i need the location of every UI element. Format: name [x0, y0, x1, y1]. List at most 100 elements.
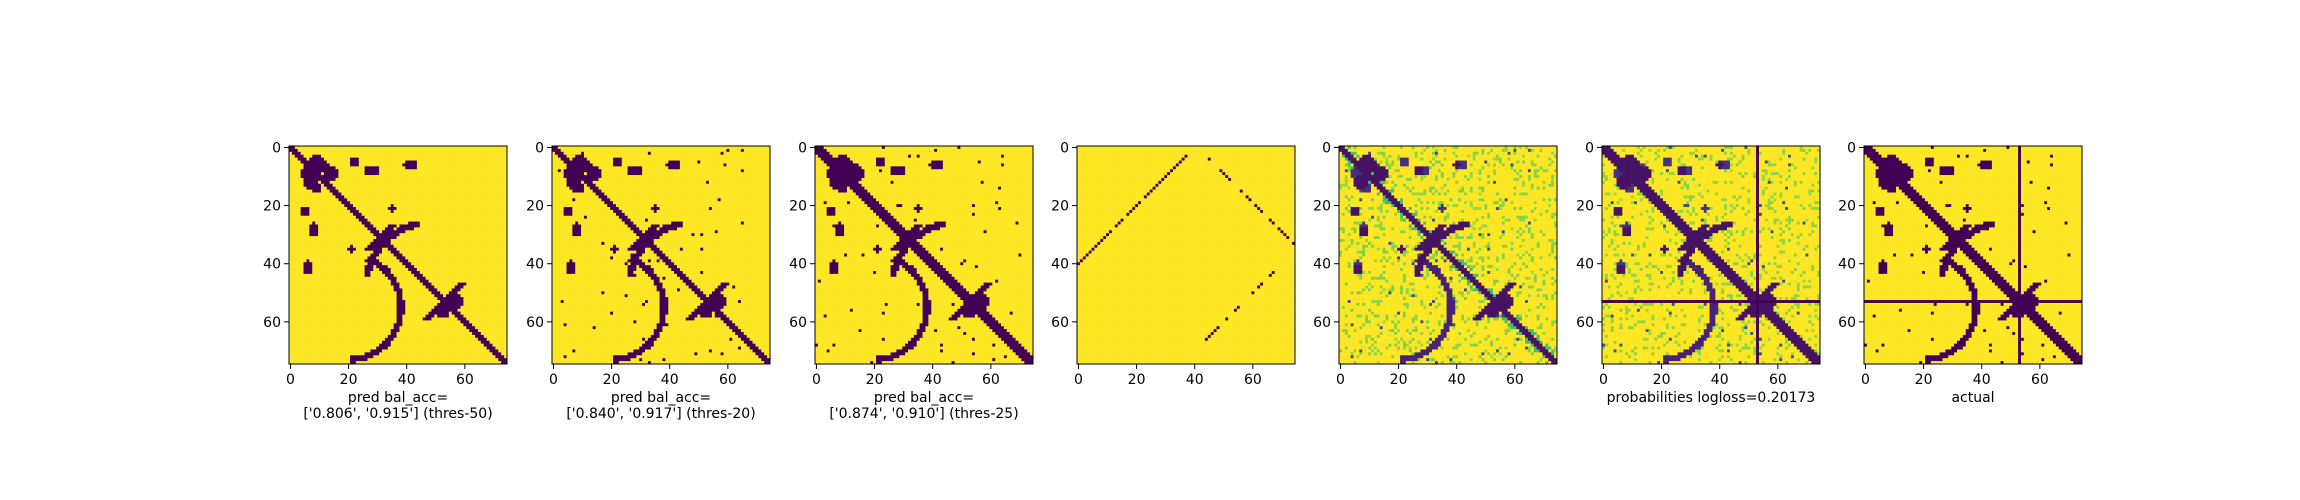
heatmap-cell — [350, 169, 353, 172]
heatmap-cell — [434, 190, 437, 193]
heatmap-cell — [376, 297, 379, 300]
heatmap-cell — [318, 216, 321, 219]
heatmap-cell — [359, 286, 362, 289]
heatmap-cell — [431, 265, 434, 268]
heatmap-cell — [501, 309, 504, 312]
heatmap-cell — [333, 251, 336, 254]
heatmap-cell — [350, 288, 353, 291]
heatmap-cell — [333, 193, 336, 196]
heatmap-cell — [344, 317, 347, 320]
heatmap-cell — [370, 152, 373, 155]
heatmap-cell — [394, 207, 397, 210]
heatmap-cell — [492, 213, 495, 216]
heatmap-cell — [295, 161, 298, 164]
heatmap-cell — [373, 248, 376, 251]
heatmap-cell — [463, 245, 466, 248]
heatmap-cell — [356, 187, 359, 190]
heatmap-cell — [446, 245, 449, 248]
heatmap-cell — [309, 274, 312, 277]
heatmap-cell — [417, 277, 420, 280]
heatmap-cell — [385, 245, 388, 248]
heatmap-cell — [344, 242, 347, 245]
heatmap-cell — [481, 222, 484, 225]
heatmap-cell — [402, 254, 405, 257]
heatmap-cell — [301, 213, 304, 216]
heatmap-cell — [443, 245, 446, 248]
heatmap-cell — [420, 230, 423, 233]
heatmap-cell — [411, 227, 414, 230]
heatmap-cell — [431, 315, 434, 318]
heatmap-cell — [373, 286, 376, 289]
heatmap-cell — [495, 163, 498, 166]
heatmap-cell — [437, 155, 440, 158]
heatmap-cell — [382, 190, 385, 193]
heatmap-cell — [455, 161, 458, 164]
heatmap-cell — [292, 317, 295, 320]
heatmap-cell — [431, 262, 434, 265]
heatmap-cell — [312, 268, 315, 271]
heatmap-cell — [344, 190, 347, 193]
heatmap-cell — [336, 193, 339, 196]
heatmap-cell — [411, 224, 414, 227]
heatmap-cell — [312, 181, 315, 184]
heatmap-cell — [431, 303, 434, 306]
heatmap-cell — [336, 195, 339, 198]
heatmap-cell — [475, 193, 478, 196]
heatmap-cell — [408, 239, 411, 242]
heatmap-cell — [318, 309, 321, 312]
heatmap-cell — [382, 271, 385, 274]
heatmap-cell — [434, 207, 437, 210]
heatmap-cell — [324, 256, 327, 259]
heatmap-cell — [466, 213, 469, 216]
heatmap-cell — [350, 187, 353, 190]
heatmap-cell — [341, 204, 344, 207]
heatmap-cell — [408, 283, 411, 286]
heatmap-cell — [449, 259, 452, 262]
heatmap-cell — [429, 184, 432, 187]
heatmap-cell — [414, 207, 417, 210]
heatmap-cell — [481, 187, 484, 190]
heatmap-cell — [330, 288, 333, 291]
heatmap-cell — [382, 259, 385, 262]
heatmap-cell — [452, 265, 455, 268]
heatmap-cell — [434, 300, 437, 303]
heatmap-cell — [492, 201, 495, 204]
heatmap-cell — [350, 149, 353, 152]
heatmap-cell — [478, 245, 481, 248]
heatmap-cell — [434, 294, 437, 297]
heatmap-cell — [484, 259, 487, 262]
heatmap-cell — [408, 158, 411, 161]
heatmap-cell — [431, 178, 434, 181]
heatmap-cell — [472, 216, 475, 219]
heatmap-cell — [321, 169, 324, 172]
heatmap-cell — [298, 207, 301, 210]
heatmap-cell — [434, 155, 437, 158]
heatmap-cell — [437, 172, 440, 175]
heatmap-cell — [336, 271, 339, 274]
heatmap-cell — [397, 280, 400, 283]
heatmap-cell — [318, 303, 321, 306]
heatmap-cell — [492, 172, 495, 175]
heatmap-cell — [440, 283, 443, 286]
heatmap-cell — [338, 251, 341, 254]
heatmap-cell — [472, 210, 475, 213]
heatmap-cell — [367, 294, 370, 297]
heatmap-cell — [408, 274, 411, 277]
heatmap-cell — [463, 288, 466, 291]
heatmap-cell — [330, 277, 333, 280]
heatmap-cell — [359, 242, 362, 245]
heatmap-cell — [452, 152, 455, 155]
heatmap-cell — [437, 242, 440, 245]
heatmap-cell — [405, 315, 408, 318]
heatmap-cell — [437, 227, 440, 230]
heatmap-cell — [463, 291, 466, 294]
heatmap-cell — [341, 262, 344, 265]
heatmap-cell — [327, 175, 330, 178]
heatmap-cell — [440, 286, 443, 289]
heatmap-cell — [306, 169, 309, 172]
heatmap-cell — [431, 169, 434, 172]
heatmap-cell — [347, 195, 350, 198]
heatmap-cell — [434, 210, 437, 213]
heatmap-cell — [469, 230, 472, 233]
heatmap-cell — [426, 268, 429, 271]
